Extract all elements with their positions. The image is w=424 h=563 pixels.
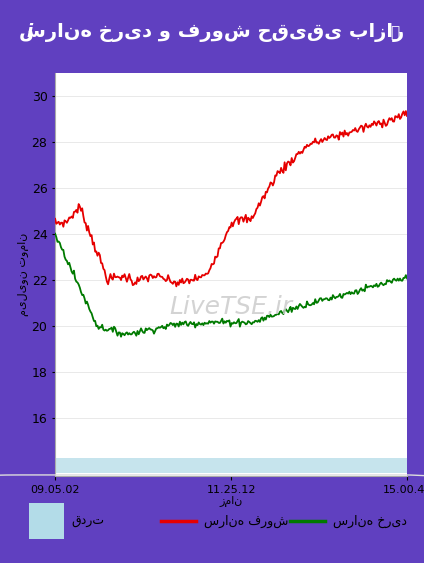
Text: سرانه خرید: سرانه خرید	[333, 515, 407, 528]
X-axis label: زمان: زمان	[219, 496, 243, 507]
Y-axis label: میلیون تومان: میلیون تومان	[18, 233, 29, 316]
Text: i: i	[27, 24, 33, 41]
Text: سرانه خرید و فروش حقیقی بازار: سرانه خرید و فروش حقیقی بازار	[20, 23, 404, 42]
Text: LiveTSE.ir: LiveTSE.ir	[170, 294, 293, 319]
Bar	[29, 503, 64, 539]
Text: سرانه فروش: سرانه فروش	[204, 515, 289, 528]
Text: ⛓: ⛓	[390, 25, 399, 40]
Text: قدرت: قدرت	[72, 515, 105, 528]
